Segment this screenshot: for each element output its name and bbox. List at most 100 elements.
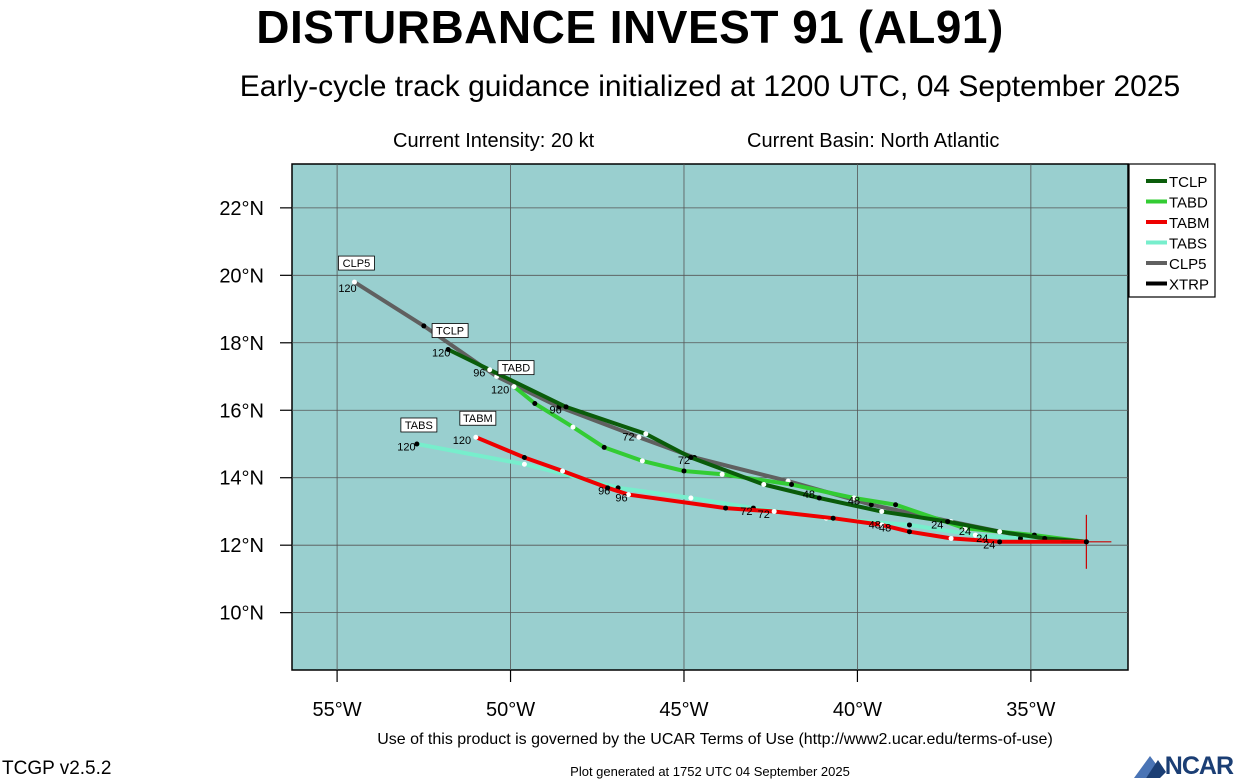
legend-label-xtrp: XTRP <box>1169 277 1209 294</box>
forecast-hour-label: 72 <box>740 506 752 518</box>
track-point <box>906 529 912 535</box>
ncar-logo-text: NCAR <box>1164 752 1234 780</box>
terms-of-use-notice: Use of this product is governed by the U… <box>377 731 1053 748</box>
track-point <box>351 279 357 285</box>
track-point <box>605 485 611 491</box>
forecast-hour-label: 96 <box>598 486 610 498</box>
track-point <box>761 481 767 487</box>
y-tick-label: 12°N <box>219 535 264 557</box>
forecast-hour-label: 96 <box>615 492 627 504</box>
legend-label-clp5: CLP5 <box>1169 256 1207 273</box>
track-point <box>681 468 687 474</box>
legend-label-tclp: TCLP <box>1169 174 1207 191</box>
track-end-label: CLP5 <box>343 258 371 270</box>
forecast-hour-label: 24 <box>931 519 943 531</box>
y-tick-label: 18°N <box>219 333 264 355</box>
track-point <box>643 431 649 437</box>
forecast-hour-label: 24 <box>983 540 995 552</box>
version-label: TCGP v2.5.2 <box>2 758 112 779</box>
forecast-hour-label: 48 <box>879 523 891 535</box>
ncar-logo: NCAR <box>1132 750 1235 780</box>
track-point <box>521 461 527 467</box>
track-point <box>563 404 569 410</box>
forecast-hour-label: 72 <box>758 509 770 521</box>
track-point <box>473 434 479 440</box>
track-point <box>532 401 538 407</box>
track-tclp <box>446 347 1089 544</box>
page-title: DISTURBANCE INVEST 91 (AL91) <box>256 1 1004 53</box>
track-point <box>639 458 645 464</box>
forecast-hour-label: 120 <box>453 435 471 447</box>
track-end-label: TCLP <box>436 326 464 338</box>
map-plot-area <box>291 163 1129 671</box>
track-point <box>879 522 885 528</box>
track-point <box>830 515 836 521</box>
track-point <box>997 529 1003 535</box>
forecast-hour-label: 48 <box>869 519 881 531</box>
track-end-label-box <box>497 360 535 376</box>
track-point <box>906 522 912 528</box>
y-tick-label: 10°N <box>219 603 264 625</box>
track-point <box>816 495 822 501</box>
forecast-hour-label: 24 <box>976 533 988 545</box>
forecast-hour-label: 120 <box>397 442 415 454</box>
legend-label-tabm: TABM <box>1169 215 1210 232</box>
track-point <box>1017 535 1023 541</box>
track-end-label-box <box>338 255 375 271</box>
y-tick-label: 14°N <box>219 468 264 490</box>
forecast-hour-label: 48 <box>848 496 860 508</box>
track-labels: CLP5 120 TABS 24 48 72 96 120 TABD 24 48 72 96 120 TCL… <box>338 255 995 552</box>
track-point <box>723 505 729 511</box>
track-point <box>688 495 694 501</box>
plot-generated-timestamp: Plot generated at 1752 UTC 04 September … <box>570 764 850 779</box>
forecast-hour-label: 72 <box>622 432 634 444</box>
track-point <box>879 508 885 514</box>
track-point <box>636 434 642 440</box>
track-point <box>1042 535 1048 541</box>
track-point <box>487 367 493 373</box>
track-point <box>445 347 451 353</box>
track-point <box>688 454 694 460</box>
storm-center-point <box>1083 539 1089 545</box>
x-tick-label: 45°W <box>659 699 708 721</box>
current-basin: Current Basin: North Atlantic <box>747 130 1000 152</box>
track-point <box>789 481 795 487</box>
track-end-label-box <box>431 323 469 338</box>
legend: TCLP TABD TABM TABS CLP5 XTRP <box>1128 163 1216 298</box>
track-point <box>570 424 576 430</box>
track-point <box>893 502 899 508</box>
track-point <box>851 495 857 501</box>
track-point <box>719 471 725 477</box>
track-point <box>972 532 978 538</box>
current-intensity: Current Intensity: 20 kt <box>393 130 595 152</box>
track-end-label: TABD <box>502 363 531 375</box>
forecast-hour-label: 72 <box>678 455 690 467</box>
track-point <box>511 384 517 390</box>
ncar-logo-mark-icon <box>1134 756 1166 778</box>
track-point <box>625 492 631 498</box>
x-tick-label: 55°W <box>313 699 362 721</box>
legend-label-tabs: TABS <box>1169 236 1207 253</box>
forecast-hour-label: 24 <box>959 526 971 538</box>
storm-marker <box>1061 514 1112 569</box>
x-tick-label: 35°W <box>1006 699 1055 721</box>
legend-label-tabd: TABD <box>1169 195 1208 212</box>
track-point <box>521 454 527 460</box>
axes: 55°W 50°W 45°W 40°W 35°W 10°N 12°N 14°N 16°N 18°N… <box>219 198 1055 721</box>
track-end-label-box <box>459 410 497 426</box>
forecast-hour-label: 48 <box>803 489 815 501</box>
track-point <box>945 519 951 525</box>
y-tick-label: 16°N <box>219 400 264 422</box>
y-tick-label: 20°N <box>219 265 264 287</box>
track-point <box>601 444 607 450</box>
legend-box <box>1128 163 1216 298</box>
forecast-hour-label: 96 <box>473 368 485 380</box>
track-point <box>948 535 954 541</box>
track-point <box>868 502 874 508</box>
forecast-hour-label: 120 <box>491 384 509 396</box>
x-tick-label: 50°W <box>486 699 535 721</box>
track-point <box>771 508 777 514</box>
forecast-hour-label: 96 <box>550 405 562 417</box>
track-point <box>421 323 427 329</box>
